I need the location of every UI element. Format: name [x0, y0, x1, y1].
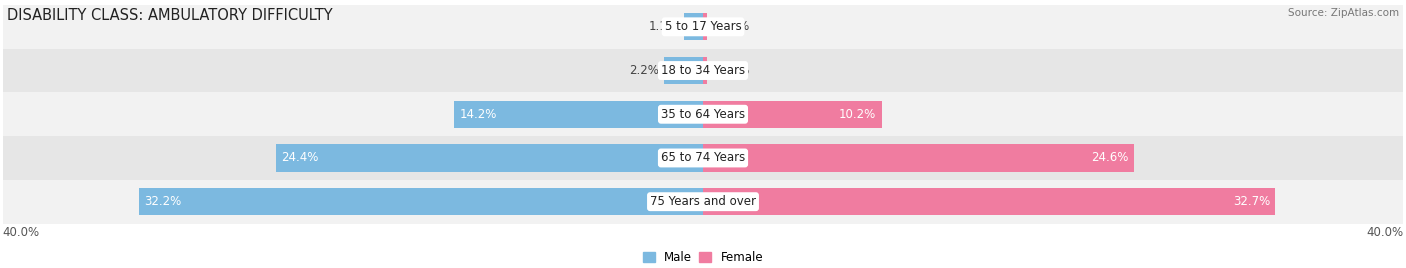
Text: 32.7%: 32.7%	[1233, 195, 1270, 208]
Text: 40.0%: 40.0%	[3, 226, 39, 239]
Text: 40.0%: 40.0%	[1367, 226, 1403, 239]
Bar	[665, 57, 703, 84]
Bar	[3, 5, 1403, 49]
Bar	[276, 144, 703, 172]
Text: 1.1%: 1.1%	[648, 20, 679, 33]
Bar	[3, 92, 1403, 136]
Text: 32.2%: 32.2%	[145, 195, 181, 208]
Bar	[139, 188, 703, 215]
Text: 0.22%: 0.22%	[711, 20, 749, 33]
Bar	[3, 49, 1403, 92]
Bar	[703, 188, 1275, 215]
Text: 2.2%: 2.2%	[630, 64, 659, 77]
Text: 14.2%: 14.2%	[460, 108, 498, 121]
Bar	[703, 144, 1133, 172]
Text: 24.6%: 24.6%	[1091, 151, 1129, 165]
Bar	[703, 13, 707, 40]
Text: 5 to 17 Years: 5 to 17 Years	[665, 20, 741, 33]
Text: 0.21%: 0.21%	[711, 64, 749, 77]
Bar	[683, 13, 703, 40]
Text: 10.2%: 10.2%	[839, 108, 876, 121]
Text: DISABILITY CLASS: AMBULATORY DIFFICULTY: DISABILITY CLASS: AMBULATORY DIFFICULTY	[7, 8, 333, 23]
Text: 75 Years and over: 75 Years and over	[650, 195, 756, 208]
Text: 35 to 64 Years: 35 to 64 Years	[661, 108, 745, 121]
Bar	[703, 57, 707, 84]
Bar	[3, 180, 1403, 224]
Text: 18 to 34 Years: 18 to 34 Years	[661, 64, 745, 77]
Text: Source: ZipAtlas.com: Source: ZipAtlas.com	[1288, 8, 1399, 18]
Bar	[454, 101, 703, 128]
Text: 65 to 74 Years: 65 to 74 Years	[661, 151, 745, 165]
Bar	[3, 136, 1403, 180]
Text: 24.4%: 24.4%	[281, 151, 319, 165]
Legend: Male, Female: Male, Female	[638, 247, 768, 268]
Bar	[703, 101, 882, 128]
